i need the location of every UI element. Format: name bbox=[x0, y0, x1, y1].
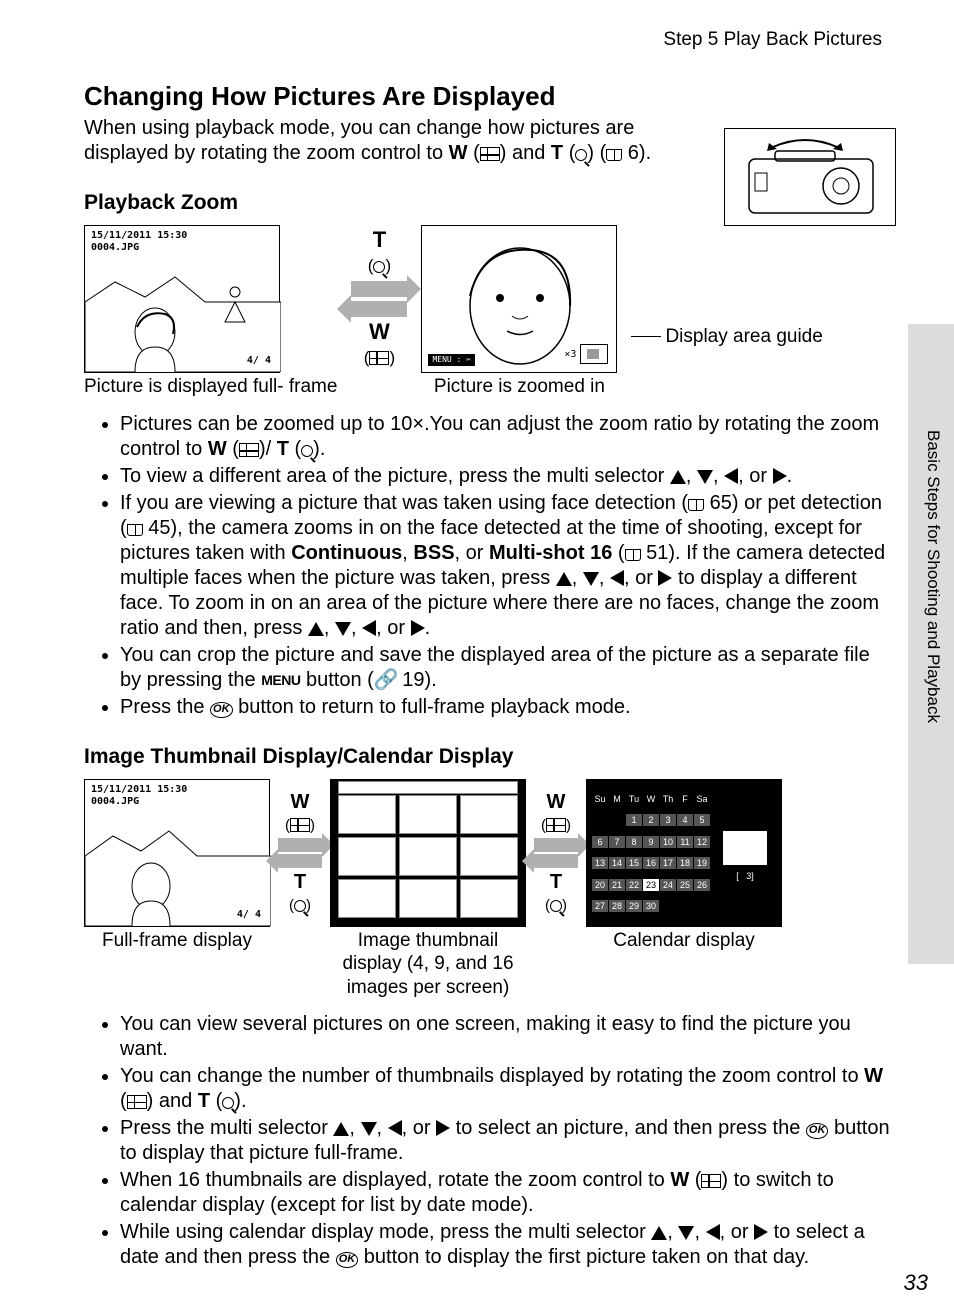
full-frame-picture-2: 15/11/2011 15:30 0004.JPG 4/ 4 bbox=[84, 779, 270, 927]
link-icon: 🔗 bbox=[374, 668, 397, 693]
zoom-bullet-4: You can crop the picture and save the di… bbox=[120, 643, 894, 693]
calendar-display: SuMTuWThFSa12345678910111213141516171819… bbox=[586, 779, 782, 927]
menu-text: MENU bbox=[261, 672, 300, 688]
left-icon bbox=[724, 468, 738, 484]
area-guide-box bbox=[580, 344, 608, 364]
thumb-bullet-5: While using calendar display mode, press… bbox=[120, 1220, 894, 1270]
full-frame-picture: 15/11/2011 15:30 0004.JPG 4/ 4 bbox=[84, 225, 280, 373]
thumbnail-icon bbox=[480, 147, 500, 161]
intro-t: T bbox=[551, 142, 563, 164]
zoom-bullet-list: Pictures can be zoomed up to 10×.You can… bbox=[120, 412, 894, 720]
intro-paragraph: When using playback mode, you can change… bbox=[84, 116, 684, 166]
thumb-bullet-1: You can view several pictures on one scr… bbox=[120, 1012, 894, 1062]
thumbnail-diagram-row: 15/11/2011 15:30 0004.JPG 4/ 4 Full-fram… bbox=[84, 779, 894, 1000]
calendar-col: SuMTuWThFSa12345678910111213141516171819… bbox=[586, 779, 782, 953]
intro-and: and bbox=[506, 142, 550, 164]
fullframe-caption: Full-frame display bbox=[84, 929, 270, 953]
zoom-ratio: ×3 bbox=[564, 349, 576, 362]
intro-line1: When using playback mode, you can change… bbox=[84, 117, 634, 139]
zoom-bullet-5: Press the OK button to return to full-fr… bbox=[120, 695, 894, 720]
menu-badge: MENU : ✂ bbox=[428, 354, 475, 366]
camera-illustration-box bbox=[724, 128, 896, 226]
arrow-t-icon: () bbox=[368, 255, 391, 276]
zoom-bullet-1: Pictures can be zoomed up to 10×.You can… bbox=[120, 412, 894, 462]
arrow-w-icon: () bbox=[364, 347, 395, 368]
fullframe-col: 15/11/2011 15:30 0004.JPG 4/ 4 Full-fram… bbox=[84, 779, 270, 953]
arrow-right-icon bbox=[351, 281, 407, 297]
book-icon bbox=[688, 499, 704, 511]
arrow-left-icon bbox=[351, 301, 407, 317]
pic-timestamp: 15/11/2011 15:30 bbox=[91, 230, 273, 243]
book-icon bbox=[606, 149, 622, 161]
zoom-arrows: T () W () bbox=[351, 225, 407, 373]
zoomed-picture: MENU : ✂ ×3 bbox=[421, 225, 617, 373]
zoom-bullet-3: If you are viewing a picture that was ta… bbox=[120, 491, 894, 641]
pic-filename: 0004.JPG bbox=[91, 242, 273, 255]
thumb-bullet-2: You can change the number of thumbnails … bbox=[120, 1064, 894, 1114]
calendar-caption: Calendar display bbox=[586, 929, 782, 953]
thumbnail-grid: [1/ 10] bbox=[330, 779, 526, 927]
zoomed-column: MENU : ✂ ×3 Picture is zoomed in bbox=[421, 225, 617, 399]
full-frame-caption: Picture is displayed full- frame bbox=[84, 375, 337, 399]
intro-ref: 6). bbox=[622, 142, 651, 164]
display-area-guide-label: Display area guide bbox=[631, 325, 822, 349]
intro-w: W bbox=[449, 142, 468, 164]
zoom-bullet-2: To view a different area of the picture,… bbox=[120, 464, 894, 489]
thumb-bullet-list: You can view several pictures on one scr… bbox=[120, 1012, 894, 1270]
zoomed-caption: Picture is zoomed in bbox=[421, 375, 617, 399]
zoom-diagram-row: 15/11/2011 15:30 0004.JPG 4/ 4 Picture i… bbox=[84, 225, 894, 399]
thumbgrid-caption: Image thumbnail display (4, 9, and 16 im… bbox=[330, 929, 526, 1000]
thumbgrid-col: [1/ 10] Image thumbnail display (4, 9, a… bbox=[330, 779, 526, 1000]
thumb-bullet-3: Press the multi selector , , , or to sel… bbox=[120, 1116, 894, 1166]
full-frame-column: 15/11/2011 15:30 0004.JPG 4/ 4 Picture i… bbox=[84, 225, 337, 399]
side-chapter-label: Basic Steps for Shooting and Playback bbox=[923, 430, 944, 723]
right-icon bbox=[773, 468, 787, 484]
page-number: 33 bbox=[904, 1269, 928, 1297]
thumb-bullet-4: When 16 thumbnails are displayed, rotate… bbox=[120, 1168, 894, 1218]
ok-icon: OK bbox=[210, 702, 233, 718]
thumbnail-icon bbox=[239, 443, 259, 457]
book-icon bbox=[127, 524, 143, 536]
magnify-icon bbox=[301, 445, 313, 457]
arrow-w-label: W bbox=[369, 321, 390, 343]
book-icon bbox=[625, 549, 641, 561]
up-icon bbox=[670, 470, 686, 484]
magnify-icon bbox=[575, 149, 587, 161]
arrow-t-label: T bbox=[373, 229, 386, 251]
section-title: Changing How Pictures Are Displayed bbox=[84, 80, 894, 113]
intro-line2a: displayed by rotating the zoom control t… bbox=[84, 142, 449, 164]
thumbnail-heading: Image Thumbnail Display/Calendar Display bbox=[84, 744, 894, 770]
thumb-arrows-1: W () T () bbox=[278, 779, 322, 927]
pic-counter: 4/ 4 bbox=[247, 355, 271, 368]
down-icon bbox=[697, 470, 713, 484]
page-header-step: Step 5 Play Back Pictures bbox=[84, 28, 894, 52]
thumb-arrows-2: W () T () bbox=[534, 779, 578, 927]
